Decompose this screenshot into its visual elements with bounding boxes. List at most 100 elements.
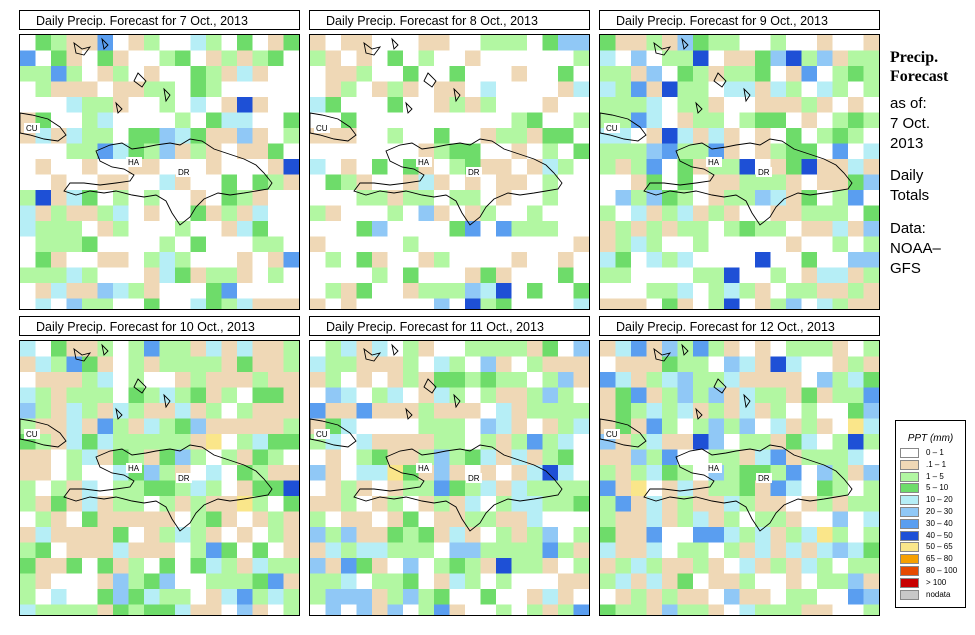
precip-cell xyxy=(325,573,342,590)
precip-cell xyxy=(20,283,36,299)
precip-cell xyxy=(341,573,357,590)
precip-cell xyxy=(51,190,67,206)
precip-cell xyxy=(113,283,129,299)
precip-cell xyxy=(511,190,528,206)
precip-cell xyxy=(480,589,497,605)
precip-cell xyxy=(449,81,466,98)
precip-cell xyxy=(542,356,559,373)
precip-cell xyxy=(82,35,98,51)
precip-cell xyxy=(206,589,222,605)
precip-cell xyxy=(252,558,269,574)
precip-cell xyxy=(128,252,145,268)
precip-cell xyxy=(325,542,342,559)
precip-cell xyxy=(252,434,269,450)
precip-cell xyxy=(739,267,756,284)
precip-cell xyxy=(449,341,466,357)
precip-cell xyxy=(175,35,191,51)
precip-cell xyxy=(97,112,114,129)
precip-cell xyxy=(863,418,879,435)
precip-cell xyxy=(20,465,36,481)
precip-cell xyxy=(817,403,833,419)
precip-cell xyxy=(786,283,802,299)
precip-cell xyxy=(403,542,419,559)
forecast-panel-oct8: Daily Precip. Forecast for 8 Oct., 2013 … xyxy=(309,10,590,310)
precip-cell xyxy=(283,252,299,268)
precip-cell xyxy=(708,35,725,51)
precip-cell xyxy=(190,112,207,129)
precip-cell xyxy=(159,174,176,191)
precip-cell xyxy=(418,174,435,191)
precip-cell xyxy=(449,480,466,497)
precip-cell xyxy=(480,356,497,373)
precip-cell xyxy=(252,372,269,388)
precip-cell xyxy=(558,387,574,404)
precip-cell xyxy=(817,174,833,191)
precip-cell xyxy=(190,449,207,466)
precip-cell xyxy=(542,283,559,299)
precip-cell xyxy=(82,356,98,373)
precip-cell xyxy=(283,174,299,191)
precip-cell xyxy=(832,604,849,615)
precip-cell xyxy=(387,387,404,404)
precip-cell xyxy=(175,298,191,309)
precip-cell xyxy=(325,236,342,253)
precip-cell xyxy=(693,143,709,160)
precip-cell xyxy=(600,542,616,559)
precip-cell xyxy=(310,298,326,309)
precip-cell xyxy=(739,542,756,559)
precip-cell xyxy=(708,283,725,299)
precip-cell xyxy=(372,387,388,404)
precip-cell xyxy=(82,97,98,113)
precip-cell xyxy=(465,372,481,388)
precip-cell xyxy=(801,205,818,222)
coastline xyxy=(653,347,672,362)
precip-cell xyxy=(646,252,663,268)
precip-cell xyxy=(434,418,450,435)
precip-cell xyxy=(600,143,616,160)
precip-cell xyxy=(206,128,222,144)
precip-cell xyxy=(268,81,284,98)
precip-cell xyxy=(770,159,787,175)
precip-cell xyxy=(480,159,497,175)
precip-cell xyxy=(755,387,771,404)
country-label-ha: HA xyxy=(128,464,140,473)
precip-cell xyxy=(283,66,299,82)
precip-cell xyxy=(175,174,191,191)
precip-cell xyxy=(20,252,36,268)
precip-cell xyxy=(817,112,833,129)
precip-cell xyxy=(113,221,129,237)
precip-cell xyxy=(511,356,528,373)
precip-cell xyxy=(662,128,678,144)
precip-cell xyxy=(341,496,357,512)
precip-cell xyxy=(770,128,787,144)
precip-cell xyxy=(51,97,67,113)
precip-cell xyxy=(817,589,833,605)
forecast-map: CU HA DR xyxy=(19,340,300,616)
precip-cell xyxy=(283,112,299,129)
precip-cell xyxy=(82,434,98,450)
precip-cell xyxy=(693,434,709,450)
precip-cell xyxy=(615,449,632,466)
precip-cell xyxy=(708,66,725,82)
precip-cell xyxy=(600,252,616,268)
precip-cell xyxy=(325,341,342,357)
precip-cell xyxy=(434,527,450,543)
precip-cell xyxy=(372,449,388,466)
precip-cell xyxy=(786,298,802,309)
legend-label: 80 – 100 xyxy=(926,565,958,575)
precip-cell xyxy=(268,35,284,51)
precip-cell xyxy=(600,573,616,590)
precip-cell xyxy=(786,558,802,574)
precip-cell xyxy=(372,511,388,528)
precip-cell xyxy=(372,372,388,388)
legend-swatch xyxy=(900,506,919,517)
precip-cell xyxy=(144,589,160,605)
precip-cell xyxy=(801,159,818,175)
precip-cell xyxy=(97,465,114,481)
precip-cell xyxy=(600,511,616,528)
precip-cell xyxy=(511,66,528,82)
precip-cell xyxy=(677,298,694,309)
precip-cell xyxy=(832,418,849,435)
precip-cell xyxy=(190,589,207,605)
precip-cell xyxy=(128,221,145,237)
